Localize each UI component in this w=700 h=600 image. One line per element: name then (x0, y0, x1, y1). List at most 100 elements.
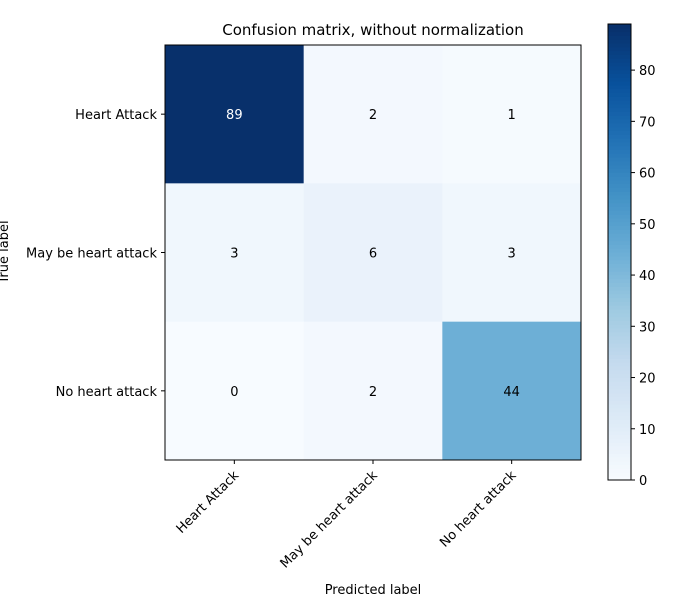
colorbar-gradient-step (608, 183, 631, 188)
colorbar-gradient-step (608, 122, 631, 128)
y-axis-ticks: Heart Attack May be heart attack No heart … (26, 108, 165, 400)
colorbar-gradient-step (608, 176, 631, 181)
colorbar-gradient-step (608, 69, 631, 74)
colorbar-gradient-step (608, 358, 631, 363)
colorbar-gradient-step (608, 457, 631, 462)
colorbar-gradient-step (608, 206, 631, 211)
heatmap-cell-value: 3 (508, 247, 516, 262)
colorbar-gradient-step (608, 149, 631, 154)
colorbar-gradient-step (608, 301, 631, 306)
colorbar-gradient-step (608, 404, 631, 409)
colorbar-gradient-step (608, 187, 631, 192)
colorbar-gradient-step (608, 449, 631, 454)
colorbar-gradient-step (608, 119, 631, 124)
heatmap-cell-value: 2 (369, 108, 377, 123)
colorbar-gradient-step (608, 35, 631, 40)
colorbar-gradient-step (608, 385, 631, 390)
colorbar-gradient-step (608, 309, 631, 314)
colorbar-gradient-step (608, 259, 631, 264)
heatmap-cell (303, 183, 443, 323)
colorbar-tick-label: 50 (639, 218, 656, 233)
colorbar-tick-label: 70 (639, 115, 656, 130)
colorbar-gradient-step (608, 411, 631, 416)
heatmap-cell (303, 45, 443, 184)
colorbar-gradient-step (608, 312, 631, 318)
colorbar-gradient-step (608, 426, 631, 432)
x-tick-label: Heart Attack (174, 468, 243, 537)
colorbar-gradient-step (608, 138, 631, 143)
colorbar-gradient-step (608, 210, 631, 215)
colorbar-gradient-step (608, 62, 631, 67)
colorbar (607, 23, 632, 481)
colorbar-gradient-step (608, 476, 631, 481)
colorbar-gradient-step (608, 46, 631, 52)
colorbar-gradient-step (608, 54, 631, 59)
colorbar-gradient-step (608, 103, 631, 109)
colorbar-gradient-step (608, 278, 631, 283)
colorbar-gradient-step (608, 217, 631, 223)
colorbar-gradient-step (608, 419, 631, 424)
colorbar-gradient-step (608, 320, 631, 325)
x-tick-label: May be heart attack (278, 468, 382, 572)
colorbar-gradient-step (608, 373, 631, 378)
heatmap-cell (442, 183, 582, 323)
colorbar-gradient-step (608, 221, 631, 226)
colorbar-gradient-step (608, 107, 631, 112)
colorbar-gradient-step (608, 198, 631, 204)
heatmap-cell (442, 45, 582, 184)
colorbar-tick-label: 60 (639, 167, 656, 182)
colorbar-gradient-step (608, 141, 631, 147)
colorbar-gradient-step (608, 179, 631, 185)
y-tick-label: No heart attack (56, 385, 158, 400)
y-tick-label: Heart Attack (75, 108, 157, 123)
y-axis-label: True label (0, 220, 12, 284)
heatmap-cell-value: 0 (230, 385, 238, 400)
colorbar-gradient-step (608, 195, 631, 200)
colorbar-gradient-step (608, 438, 631, 443)
colorbar-gradient-step (608, 191, 631, 196)
colorbar-gradient-step (608, 233, 631, 238)
colorbar-gradient-step (608, 377, 631, 382)
colorbar-gradient-step (608, 445, 631, 451)
colorbar-gradient-step (608, 236, 631, 242)
colorbar-gradient-step (608, 96, 631, 101)
colorbar-gradient-step (608, 214, 631, 219)
colorbar-gradient-step (608, 331, 631, 337)
heatmap-cell-value: 2 (369, 385, 377, 400)
colorbar-gradient-step (608, 328, 631, 333)
colorbar-gradient-step (608, 472, 631, 477)
colorbar-gradient-step (608, 350, 631, 356)
colorbar-gradient-step (608, 39, 631, 44)
colorbar-gradient-step (608, 324, 631, 329)
colorbar-gradient-step (608, 461, 631, 466)
heatmap-cell-value: 6 (369, 247, 377, 262)
colorbar-gradient-step (608, 423, 631, 428)
colorbar-gradient-step (608, 316, 631, 321)
colorbar-gradient-step (608, 202, 631, 207)
colorbar-gradient-step (608, 126, 631, 131)
colorbar-tick-label: 0 (639, 474, 647, 489)
colorbar-gradient-step (608, 168, 631, 173)
colorbar-gradient-step (608, 240, 631, 245)
colorbar-gradient-step (608, 164, 631, 169)
colorbar-gradient-step (608, 400, 631, 405)
heatmap-cell-value: 44 (503, 385, 520, 400)
heatmap-cell (442, 321, 582, 461)
colorbar-gradient-step (608, 339, 631, 344)
x-axis-ticks: Heart Attack May be heart attack No heart … (174, 460, 520, 571)
colorbar-gradient-step (608, 111, 631, 116)
colorbar-gradient-step (608, 297, 631, 302)
colorbar-gradient-step (608, 430, 631, 435)
colorbar-gradient-step (608, 58, 631, 63)
colorbar-tick-label: 10 (639, 423, 656, 438)
colorbar-gradient-step (608, 362, 631, 367)
heatmap-cell-value: 1 (508, 108, 516, 123)
heatmap-cell (165, 183, 305, 323)
colorbar-gradient-step (608, 263, 631, 268)
colorbar-gradient-step (608, 153, 631, 158)
colorbar-gradient-step (608, 160, 631, 166)
chart-title: Confusion matrix, without normalization (222, 21, 524, 39)
colorbar-tick-label: 40 (639, 269, 656, 284)
colorbar-gradient-step (608, 343, 631, 348)
